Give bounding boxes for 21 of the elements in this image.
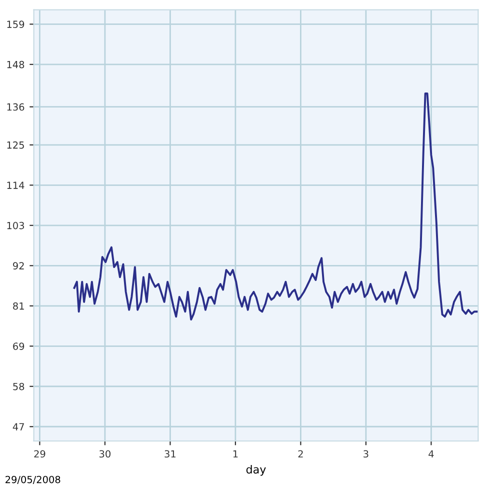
text: 29/05/2008: [6, 476, 60, 484]
y-tick-label: 69: [13, 342, 24, 350]
y-tick-label: 125: [7, 141, 24, 149]
y-tick-label: 58: [13, 382, 24, 390]
x-tick-label: 29: [34, 450, 46, 458]
x-axis-title: day: [246, 464, 266, 476]
x-tick-label: 30: [100, 450, 110, 458]
y-tick-label: 114: [7, 182, 24, 189]
line-series: [73, 92, 478, 321]
y-tick-label: 148: [7, 60, 24, 68]
y-tick-label: 159: [7, 20, 24, 28]
y-tick-label: 92: [13, 262, 24, 270]
x-tick-label: 1: [233, 450, 238, 458]
x-tick-label: 3: [364, 450, 368, 458]
y-tick-label: 136: [7, 103, 24, 111]
x-tick-label: 31: [164, 450, 176, 458]
y-tick-label: 81: [13, 302, 24, 310]
x-tick-label: 2: [298, 450, 303, 458]
y-tick-label: 47: [12, 423, 24, 430]
x-tick-label: 4: [428, 450, 434, 458]
y-tick-label: 103: [7, 222, 24, 230]
